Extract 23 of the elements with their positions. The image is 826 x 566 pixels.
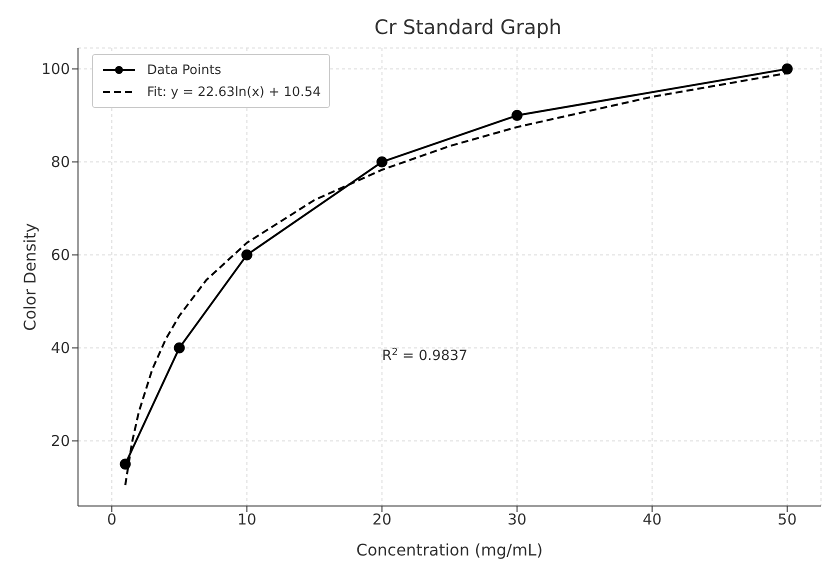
x-tick-label: 40	[642, 510, 662, 529]
y-tick-label: 80	[50, 153, 70, 172]
y-tick-label: 20	[50, 432, 70, 450]
point	[782, 63, 793, 74]
y-axis-title: Color Density	[20, 223, 40, 331]
point	[174, 342, 185, 354]
x-axis-title: Concentration (mg/mL)	[356, 540, 543, 560]
chart-title: Cr Standard Graph	[374, 15, 562, 39]
annotation: R$^{2}$ = 0.9837	[382, 346, 468, 364]
x-tick-label: 50	[778, 510, 797, 529]
legend-label: Data Points	[147, 62, 222, 78]
y-tick-label: 40	[50, 339, 70, 358]
point	[120, 458, 131, 470]
y-tick-label: 60	[50, 246, 70, 264]
point	[376, 156, 388, 168]
point	[241, 249, 252, 260]
x-tick-label: 10	[237, 510, 256, 529]
x-tick-label: 20	[372, 510, 392, 529]
y-tick-label: 100	[41, 60, 70, 78]
point	[512, 110, 523, 121]
x-tick-label: 30	[508, 510, 527, 529]
x-tick-label: 0	[107, 510, 117, 529]
legend-label: Fit: y = 22.63ln(x) + 10.54	[147, 84, 321, 100]
